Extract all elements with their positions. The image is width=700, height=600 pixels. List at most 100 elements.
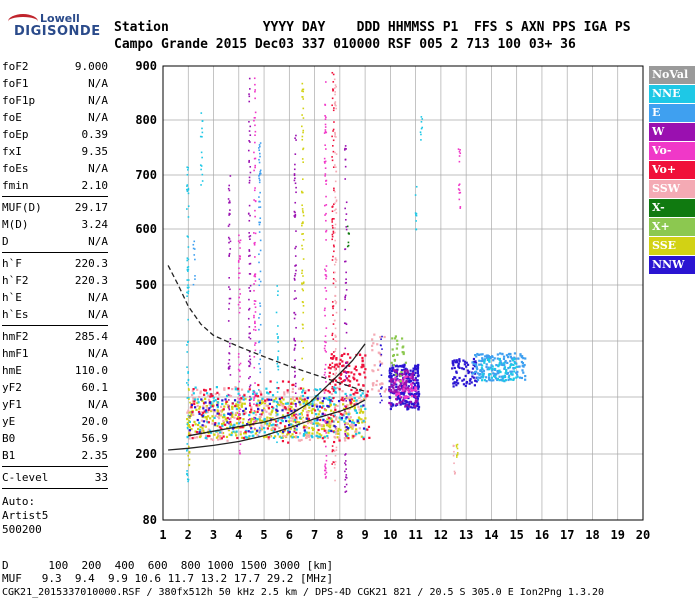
echo-point [291,417,295,420]
echo-point [259,155,261,158]
echo-point [253,316,255,319]
echo-point [240,405,243,408]
echo-point [231,405,234,408]
echo-point [357,416,361,419]
echo-point [335,259,338,261]
echo-point [458,192,461,194]
echo-point [345,468,347,470]
echo-point [188,429,191,432]
echo-point [187,480,189,483]
echo-point [496,357,499,360]
echo-point [404,387,407,390]
echo-point [218,393,221,396]
echo-point [377,389,381,392]
echo-point [410,403,414,406]
echo-point [313,409,317,412]
echo-point [228,399,230,401]
echo-point [518,365,521,368]
echo-point [186,478,189,480]
echo-point [294,153,297,155]
echo-point [258,253,260,256]
echo-point [295,425,299,428]
param-row: MUF(D) 29.17 [2,199,108,216]
echo-point [345,372,348,375]
echo-point [302,416,305,419]
echo-point [484,355,487,358]
echo-point [229,248,232,250]
echo-point [344,485,346,488]
echo-point [267,392,270,395]
echo-point [321,437,324,440]
echo-point [248,298,250,301]
echo-point [396,378,399,381]
echo-point [301,158,304,160]
echo-point [396,343,399,346]
echo-point [408,405,411,408]
echo-point [248,332,251,335]
echo-point [502,376,505,379]
echo-point [353,403,356,406]
echo-point [342,403,345,406]
echo-point [278,435,281,438]
echo-point [325,131,328,134]
echo-point [254,166,256,169]
echo-point [303,426,306,429]
echo-point [201,180,204,182]
echo-point [186,448,189,451]
echo-point [249,425,252,428]
echo-point [336,386,339,389]
echo-point [329,401,332,404]
echo-point [239,375,241,378]
echo-point [490,367,494,371]
echo-point [232,430,235,433]
echo-point [378,352,381,355]
echo-point [336,436,339,439]
param-value: 9.35 [81,145,109,158]
echo-point [331,156,333,158]
echo-point [194,258,196,261]
echo-point [355,433,358,436]
echo-point [335,433,337,435]
echo-point [254,342,257,344]
echo-point [507,355,510,359]
echo-point [188,431,191,434]
echo-point [473,362,476,366]
echo-point [409,369,412,372]
echo-point [202,420,205,423]
echo-point [288,430,291,434]
echo-point [242,395,245,398]
echo-point [488,368,491,371]
echo-point [227,225,230,227]
echo-point [359,399,362,403]
echo-point [302,346,305,349]
echo-point [259,280,262,283]
echo-point [269,380,272,383]
echo-point [325,459,328,462]
echo-point [339,358,342,361]
echo-point [227,412,230,415]
echo-point [325,471,328,474]
echo-point [259,221,262,224]
echo-point [253,199,255,201]
echo-point [239,362,242,365]
echo-point [282,435,285,438]
echo-point [406,375,410,378]
echo-point [468,370,471,373]
echo-point [264,400,267,403]
echo-point [325,183,327,185]
echo-point [325,230,327,233]
echo-point [237,401,240,404]
echo-point [211,415,214,418]
echo-point [408,374,411,377]
echo-point [345,490,348,493]
echo-point [451,360,454,363]
echo-point [190,403,194,407]
echo-point [236,405,239,408]
echo-point [334,479,336,482]
echo-point [347,371,350,374]
echo-point [362,436,365,439]
echo-point [252,412,255,415]
echo-point [471,375,474,378]
echo-point [199,390,202,393]
echo-point [344,478,347,481]
